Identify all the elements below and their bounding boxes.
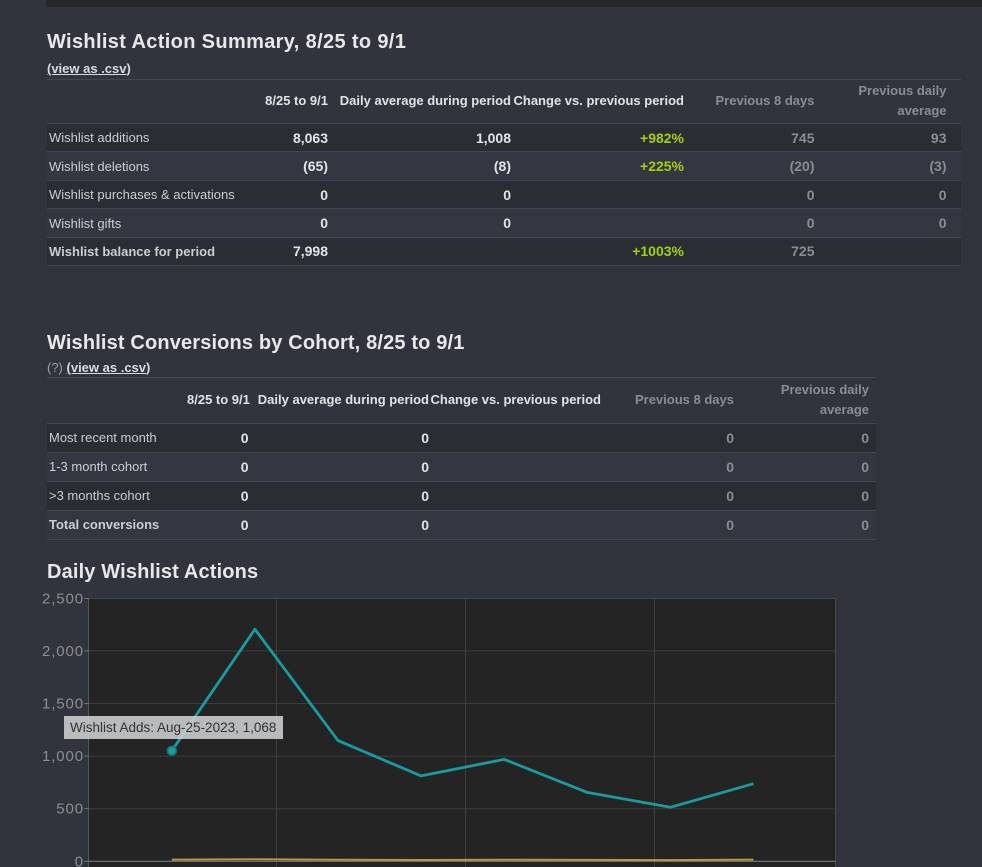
svg-text:2,000: 2,000 (42, 643, 84, 660)
svg-text:1,500: 1,500 (42, 696, 84, 713)
svg-text:500: 500 (56, 801, 84, 818)
svg-text:2,500: 2,500 (42, 591, 84, 608)
svg-text:1,000: 1,000 (42, 748, 84, 765)
svg-text:0: 0 (75, 853, 84, 867)
